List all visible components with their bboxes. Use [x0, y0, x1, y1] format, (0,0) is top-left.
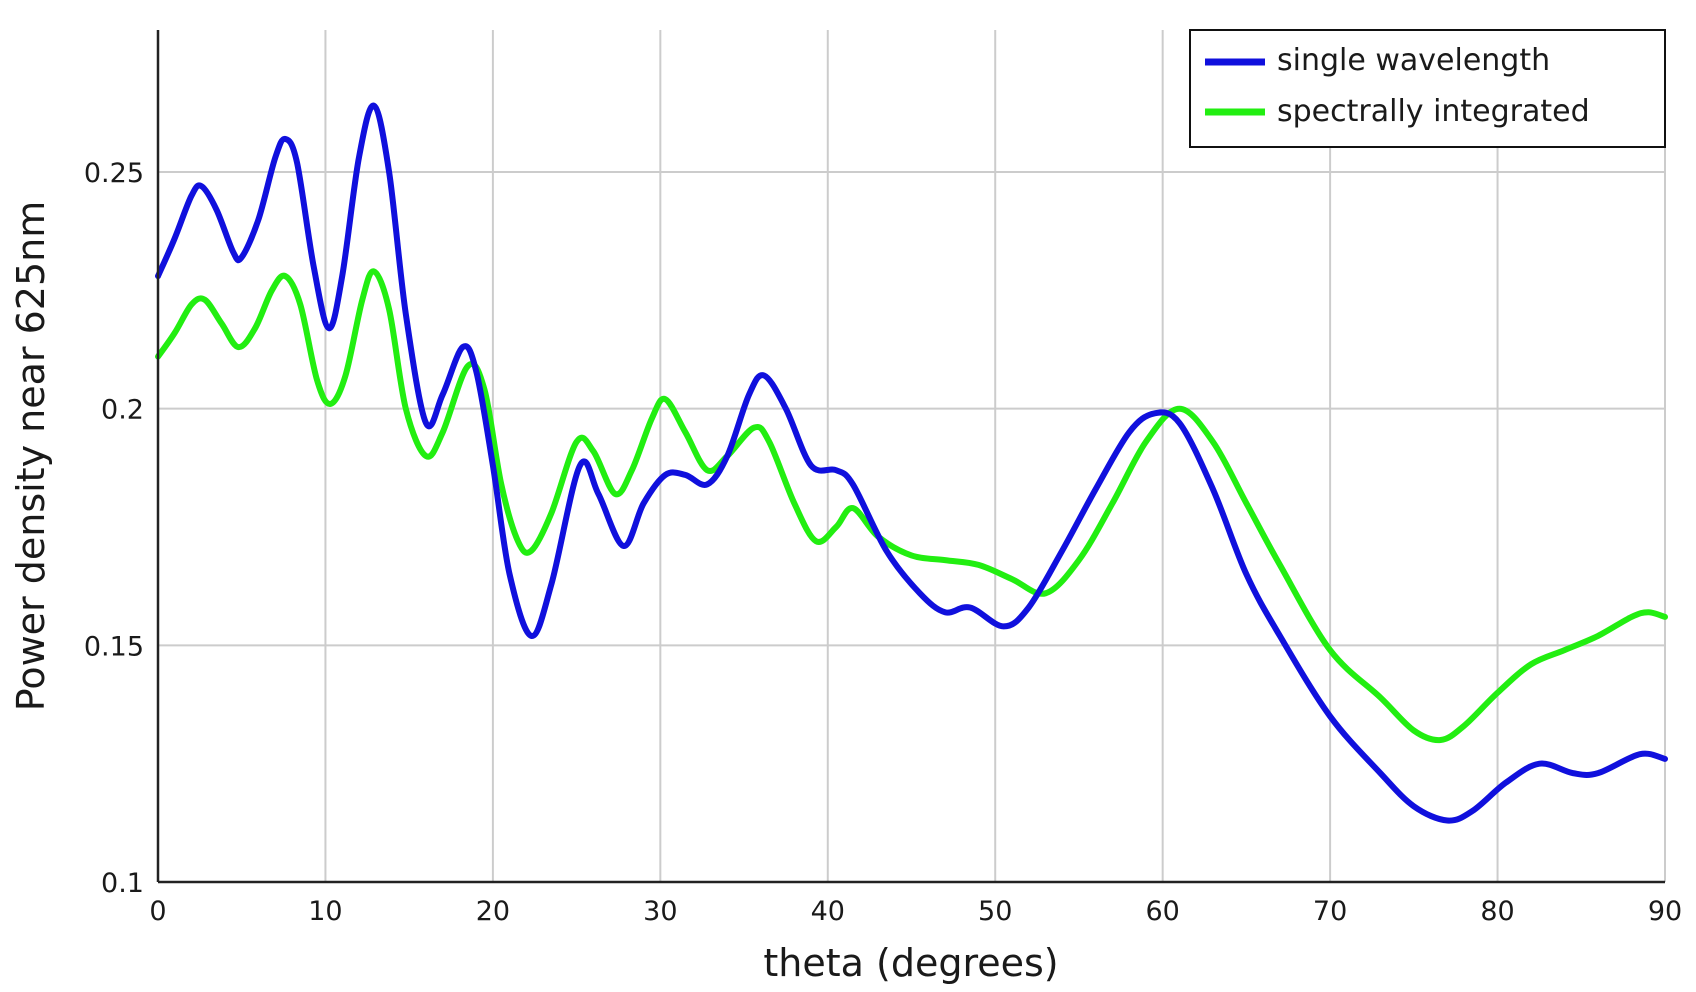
y-axis-title: Power density near 625nm [9, 201, 53, 711]
x-axis-title: theta (degrees) [763, 941, 1058, 985]
x-tick-label: 50 [978, 896, 1012, 927]
tick-labels: 0 10 20 30 40 50 60 70 80 90 0.1 0.15 0.2 0.25 [84, 158, 1682, 927]
legend-label-single-wavelength: single wavelength [1277, 43, 1550, 78]
grid [158, 30, 1666, 882]
x-tick-label: 90 [1648, 896, 1682, 927]
axes [156, 30, 1665, 884]
x-tick-label: 10 [308, 896, 342, 927]
series-lines [155, 102, 1668, 824]
legend: single wavelength spectrally integrated [1189, 29, 1666, 148]
x-tick-label: 0 [149, 896, 166, 927]
series-line-spectrally-integrated [155, 268, 1668, 744]
x-tick-label: 70 [1313, 896, 1347, 927]
y-tick-label: 0.25 [84, 158, 144, 189]
x-tick-label: 20 [476, 896, 510, 927]
legend-label-spectrally-integrated: spectrally integrated [1277, 94, 1590, 129]
y-tick-label: 0.2 [101, 395, 144, 426]
y-tick-label: 0.15 [84, 631, 144, 662]
y-tick-label: 0.1 [101, 868, 144, 899]
x-tick-label: 30 [643, 896, 677, 927]
x-tick-label: 80 [1480, 896, 1514, 927]
x-tick-label: 60 [1145, 896, 1179, 927]
series-line-single-wavelength [155, 102, 1668, 824]
x-tick-label: 40 [811, 896, 845, 927]
legend-box [1189, 29, 1666, 148]
